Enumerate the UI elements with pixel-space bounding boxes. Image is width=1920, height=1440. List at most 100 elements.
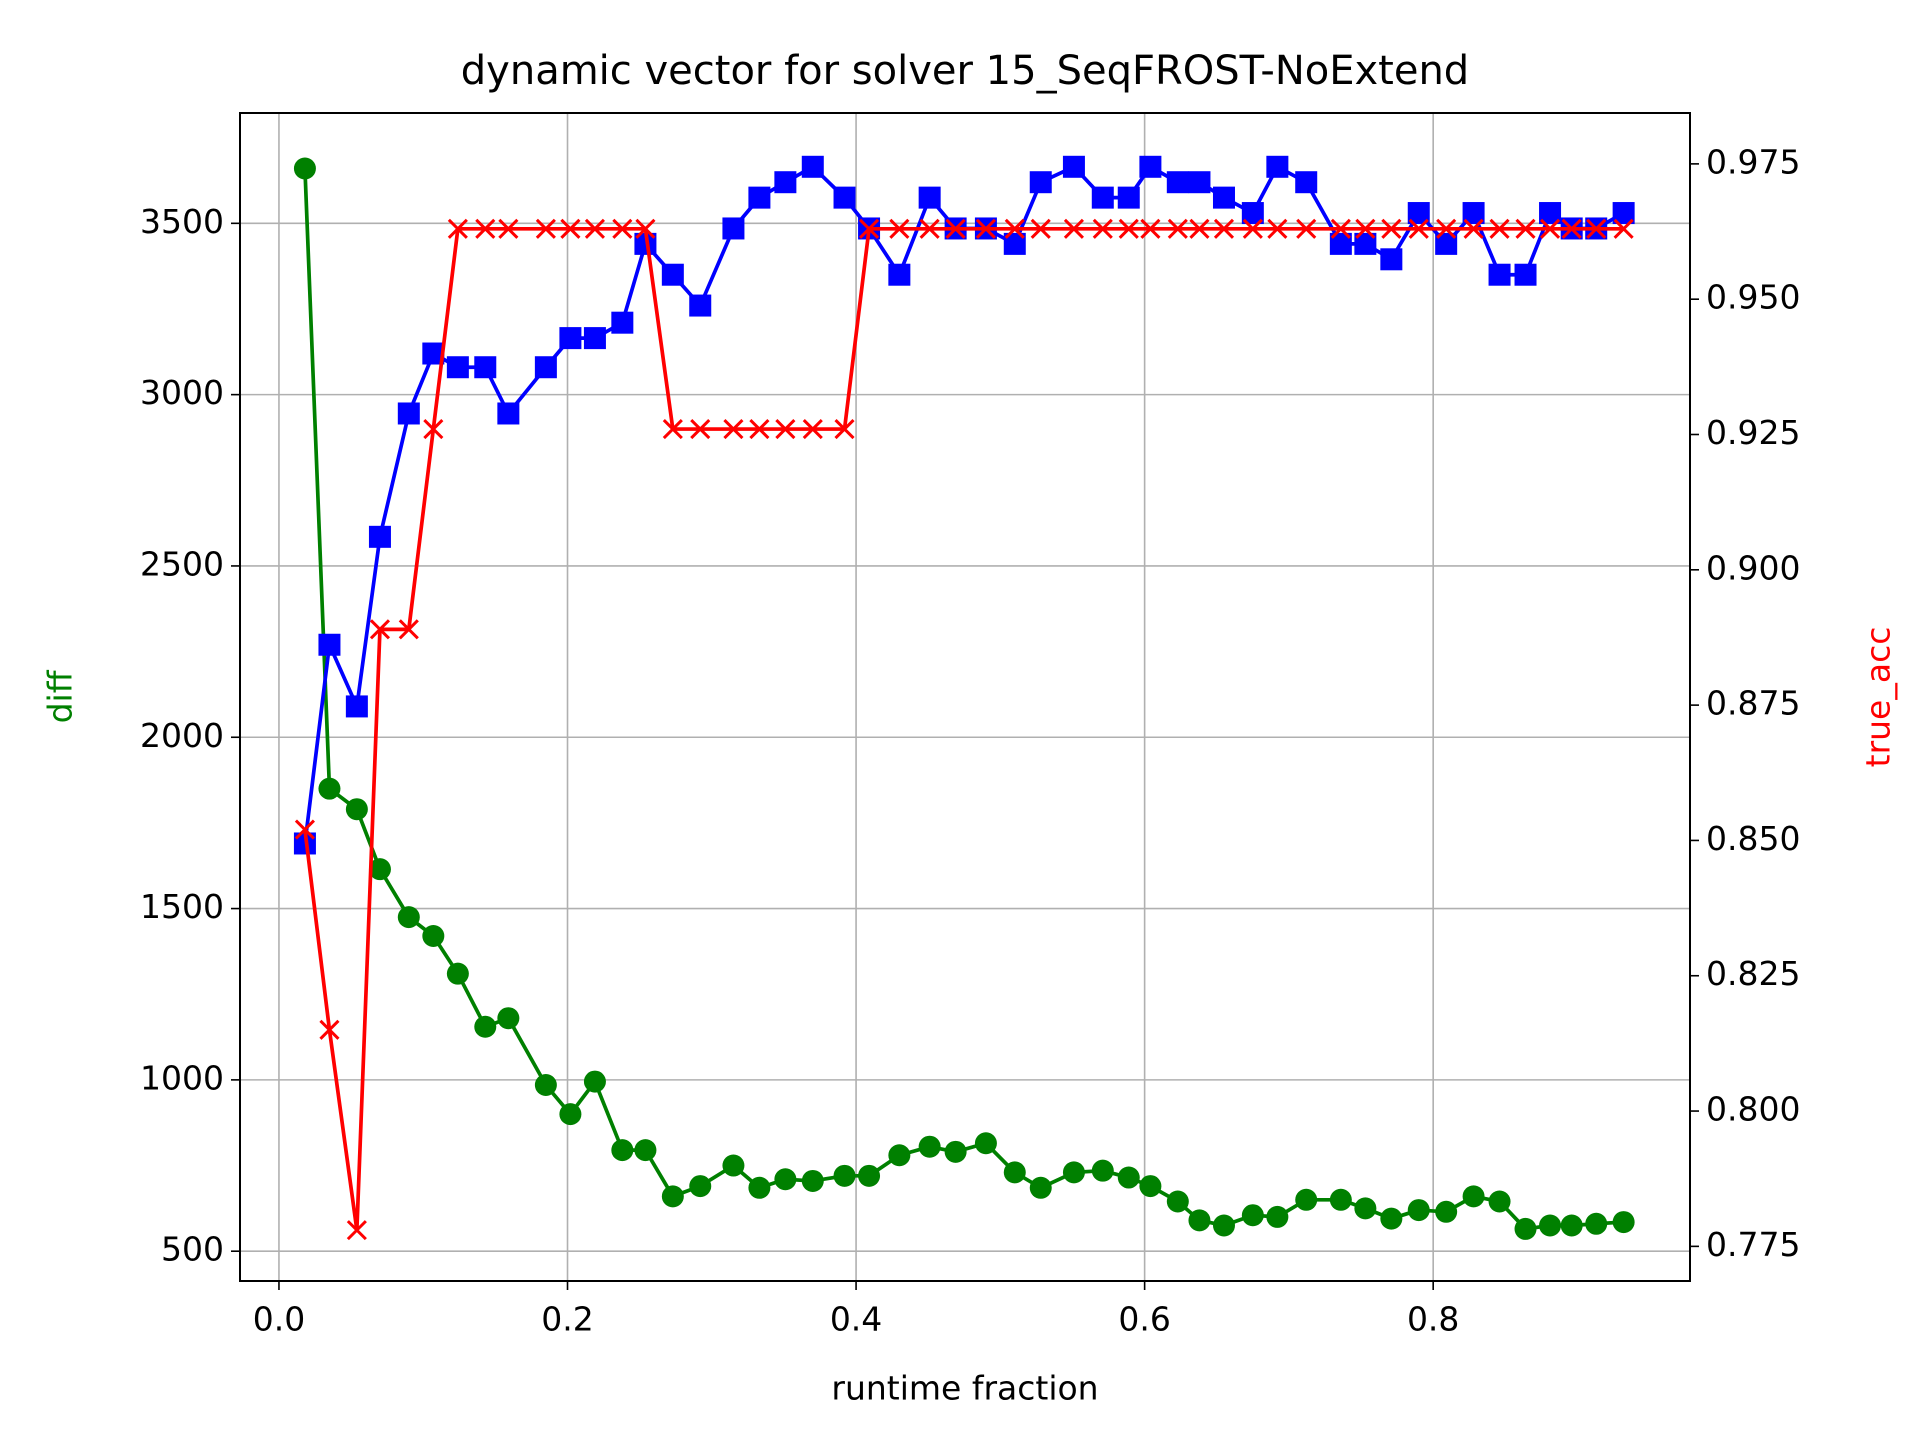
point bbox=[1539, 218, 1561, 239]
point bbox=[975, 218, 996, 239]
point bbox=[1117, 186, 1140, 209]
point bbox=[1241, 1204, 1264, 1227]
y2-tick-label: 0.875 bbox=[1706, 684, 1800, 723]
point bbox=[1003, 232, 1026, 255]
point bbox=[722, 1154, 745, 1177]
x-tick-label: 0.8 bbox=[1407, 1300, 1459, 1339]
point bbox=[690, 419, 711, 440]
y-tick-label: 1000 bbox=[140, 1058, 224, 1097]
point bbox=[397, 402, 420, 425]
point bbox=[319, 1019, 340, 1040]
y2-tick-label: 0.800 bbox=[1706, 1090, 1800, 1129]
point bbox=[398, 619, 419, 640]
y2-tick-label: 0.975 bbox=[1706, 142, 1800, 181]
point bbox=[801, 1169, 824, 1192]
point bbox=[1381, 218, 1402, 239]
x-tick-label: 0.4 bbox=[830, 1300, 882, 1339]
point bbox=[611, 1139, 634, 1162]
y-axis-label: diff bbox=[41, 669, 80, 723]
point bbox=[858, 1164, 881, 1187]
point bbox=[559, 327, 582, 350]
point bbox=[1407, 1199, 1430, 1222]
point bbox=[368, 858, 391, 881]
point bbox=[1140, 218, 1161, 239]
point bbox=[1139, 155, 1162, 178]
point bbox=[1004, 218, 1025, 239]
point bbox=[1212, 186, 1235, 209]
point bbox=[918, 186, 941, 209]
point bbox=[559, 1103, 582, 1126]
point bbox=[293, 157, 316, 180]
point bbox=[583, 327, 606, 350]
y2-tick-label: 0.925 bbox=[1706, 413, 1800, 452]
point bbox=[1091, 186, 1114, 209]
x-tick-label: 0.0 bbox=[253, 1300, 305, 1339]
point bbox=[834, 419, 855, 440]
point bbox=[1242, 218, 1263, 239]
y2-tick-label: 0.850 bbox=[1706, 819, 1800, 858]
y2-tick-label: 0.950 bbox=[1706, 278, 1800, 317]
point bbox=[1585, 1212, 1608, 1235]
point bbox=[774, 1168, 797, 1191]
point bbox=[474, 356, 497, 379]
point bbox=[423, 419, 444, 440]
point bbox=[1062, 155, 1085, 178]
point bbox=[775, 419, 796, 440]
point bbox=[888, 1144, 911, 1167]
point bbox=[1117, 1166, 1140, 1189]
point bbox=[475, 218, 496, 239]
point bbox=[1139, 1175, 1162, 1198]
point bbox=[634, 232, 657, 255]
point bbox=[801, 155, 824, 178]
point bbox=[662, 419, 683, 440]
point bbox=[1266, 155, 1289, 178]
point bbox=[1436, 218, 1457, 239]
point bbox=[1063, 218, 1084, 239]
point bbox=[974, 1132, 997, 1155]
point bbox=[919, 218, 940, 239]
point bbox=[611, 311, 634, 334]
point bbox=[1003, 1161, 1026, 1184]
point bbox=[1354, 1197, 1377, 1220]
point bbox=[1029, 1176, 1052, 1199]
point bbox=[748, 1176, 771, 1199]
x-tick-label: 0.2 bbox=[541, 1300, 593, 1339]
point bbox=[1166, 171, 1189, 194]
point bbox=[1613, 218, 1634, 239]
point bbox=[1488, 263, 1511, 286]
point bbox=[345, 798, 368, 821]
point bbox=[749, 419, 770, 440]
point bbox=[858, 218, 880, 239]
point bbox=[1167, 218, 1188, 239]
point bbox=[1514, 1217, 1537, 1240]
x-axis-label: runtime fraction bbox=[831, 1369, 1098, 1408]
point bbox=[833, 1164, 856, 1187]
point bbox=[474, 1015, 497, 1038]
point bbox=[583, 1070, 606, 1093]
point bbox=[1188, 171, 1211, 194]
point bbox=[748, 186, 771, 209]
point bbox=[368, 525, 391, 548]
point bbox=[497, 402, 520, 425]
point bbox=[1489, 218, 1510, 239]
point bbox=[369, 619, 391, 640]
point bbox=[722, 217, 745, 240]
series-line bbox=[303, 226, 1624, 1232]
point bbox=[1561, 218, 1582, 239]
point bbox=[534, 356, 557, 379]
point bbox=[802, 419, 823, 440]
point bbox=[612, 218, 633, 239]
point bbox=[1539, 202, 1562, 225]
point bbox=[1515, 218, 1536, 239]
point bbox=[1560, 1214, 1583, 1237]
point bbox=[1539, 1214, 1562, 1237]
point bbox=[1091, 1159, 1114, 1182]
point bbox=[723, 419, 744, 440]
point bbox=[535, 218, 556, 239]
point bbox=[661, 1185, 684, 1208]
point bbox=[560, 218, 581, 239]
point bbox=[498, 218, 519, 239]
point bbox=[1296, 218, 1317, 239]
point bbox=[1435, 232, 1458, 255]
